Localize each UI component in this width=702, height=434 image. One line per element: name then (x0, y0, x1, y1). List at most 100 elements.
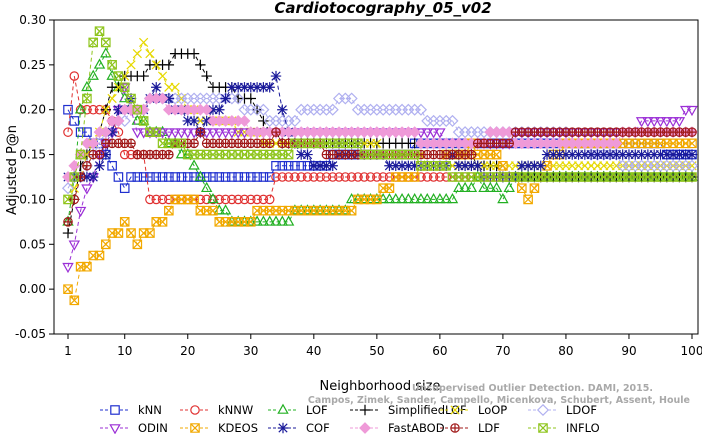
data-point (132, 49, 142, 59)
data-point (529, 183, 540, 194)
data-point (478, 181, 490, 193)
legend-item-inflo: INFLO (528, 421, 600, 434)
x-tick-label: 40 (306, 344, 321, 358)
data-point (213, 128, 225, 139)
legend-marker (450, 405, 460, 415)
data-point (516, 160, 528, 171)
data-point (81, 80, 93, 92)
data-point (126, 93, 136, 104)
data-point (188, 115, 200, 127)
data-point (157, 71, 168, 81)
data-point (504, 138, 515, 149)
data-point (271, 172, 281, 182)
data-point (334, 172, 344, 182)
data-point (560, 149, 572, 160)
legend-label: KDEOS (218, 421, 258, 434)
data-point (156, 92, 169, 105)
data-point (673, 117, 686, 128)
data-point (119, 217, 130, 227)
legend: kNN kNNW LOF SimplifiedLOF LoOP LDOF ODIN KDEOS… (100, 403, 600, 434)
data-point (169, 128, 181, 139)
data-point (321, 172, 332, 182)
data-point (201, 194, 212, 205)
data-point (465, 181, 478, 193)
data-point (446, 114, 459, 127)
data-point (384, 183, 395, 194)
data-point (245, 93, 256, 104)
data-point (554, 149, 565, 160)
data-point (126, 228, 136, 238)
data-point (604, 149, 616, 160)
x-tick-label: 90 (621, 344, 636, 358)
data-point (276, 215, 289, 226)
data-point (648, 149, 660, 160)
data-point (403, 160, 414, 171)
data-point (176, 138, 187, 149)
data-point (170, 82, 180, 92)
data-point (68, 240, 81, 251)
data-point (636, 149, 647, 160)
data-point (214, 104, 225, 115)
data-point (88, 37, 99, 48)
data-point (661, 117, 673, 128)
legend-item-simplifiedlof: SimplifiedLOF (350, 403, 467, 417)
legend-label: FastABOD (388, 421, 445, 434)
data-point (264, 138, 275, 149)
data-point (63, 284, 73, 294)
data-point (232, 92, 245, 105)
legend-item-kdeos: KDEOS (180, 421, 258, 434)
data-point (227, 194, 237, 205)
data-point (271, 160, 281, 171)
data-point (93, 58, 106, 69)
data-point (472, 160, 483, 171)
data-point (610, 137, 623, 150)
data-point (119, 82, 130, 93)
data-point (257, 103, 270, 116)
data-point (87, 69, 99, 80)
data-point (163, 59, 175, 71)
data-point (139, 37, 149, 48)
data-point (100, 149, 112, 160)
data-point (258, 172, 269, 182)
data-point (94, 250, 105, 261)
data-point (353, 172, 363, 182)
legend-label: LDF (478, 421, 500, 434)
series-line (67, 30, 692, 200)
data-point (680, 149, 691, 160)
data-point (94, 26, 105, 37)
data-point (87, 137, 100, 150)
data-point (288, 114, 301, 127)
data-point (239, 194, 250, 205)
data-point (326, 103, 339, 116)
data-point (82, 261, 92, 272)
data-point (252, 194, 262, 205)
data-point (226, 82, 238, 93)
y-tick-label: 0.30 (19, 13, 46, 27)
data-point (239, 172, 250, 182)
series-line (68, 74, 692, 178)
x-tick-label: 80 (558, 344, 573, 358)
data-point (164, 149, 174, 160)
data-point (415, 192, 427, 204)
data-point (435, 172, 445, 182)
data-point (635, 117, 648, 128)
data-point (365, 172, 376, 182)
data-point (163, 128, 175, 139)
data-point (340, 172, 351, 182)
data-point (94, 160, 105, 171)
data-point (232, 82, 244, 93)
data-point (157, 217, 168, 227)
data-point (151, 127, 162, 137)
data-point (119, 149, 130, 160)
y-tick-label: 0.15 (19, 148, 46, 162)
data-point (132, 239, 143, 250)
data-point (434, 128, 446, 139)
data-point (75, 127, 86, 137)
data-point (409, 149, 420, 160)
data-point (523, 194, 533, 205)
data-point (101, 239, 111, 250)
chart-title: Cardiotocography_05_v02 (274, 0, 491, 17)
data-point (69, 71, 80, 81)
data-point (157, 194, 168, 205)
data-point (69, 183, 79, 193)
